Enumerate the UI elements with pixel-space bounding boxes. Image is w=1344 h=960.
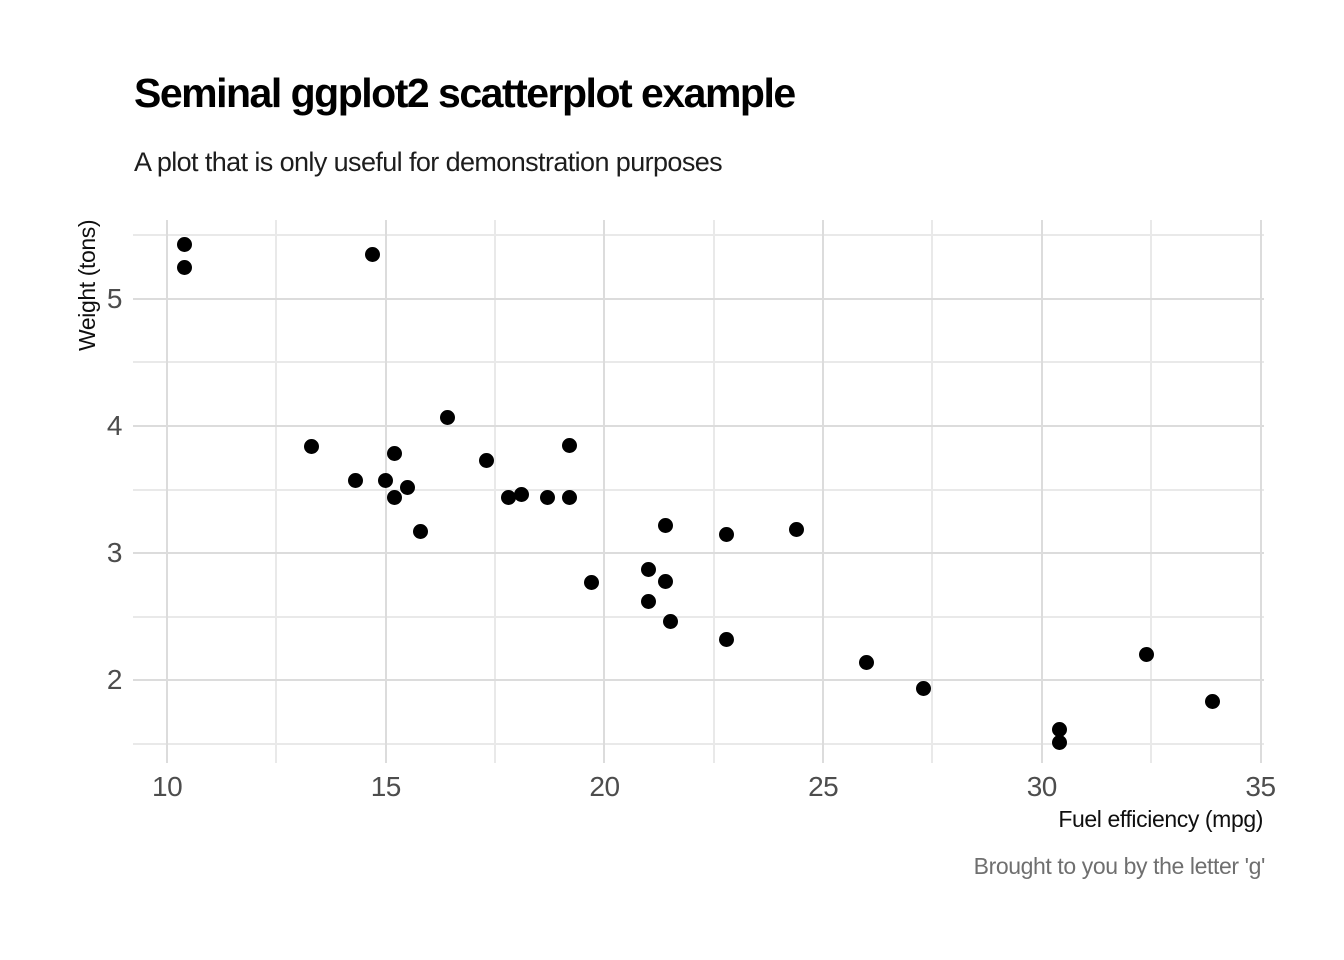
x-tick-label: 35 (1245, 771, 1276, 802)
x-tick-label: 30 (1026, 771, 1058, 802)
data-point (413, 524, 429, 540)
data-point (658, 573, 674, 589)
data-point (500, 489, 516, 505)
data-point (400, 479, 416, 495)
x-minor-gridline (1150, 220, 1153, 763)
x-minor-gridline (712, 220, 715, 763)
data-point (1204, 693, 1220, 709)
y-tick-label: 3 (106, 537, 123, 569)
data-point (583, 574, 599, 590)
y-major-gridline (133, 679, 1264, 682)
data-point (478, 452, 494, 468)
x-tick-label: 15 (370, 771, 402, 802)
data-point (640, 593, 656, 609)
y-tick-label: 2 (106, 664, 123, 696)
data-point (1051, 721, 1067, 737)
data-point (347, 473, 363, 489)
data-point (378, 473, 394, 489)
y-tick-label: 5 (106, 282, 123, 314)
y-axis-title: Weight (tons) (74, 219, 100, 351)
x-tick-label: 10 (152, 771, 183, 802)
x-major-gridline (384, 220, 387, 763)
plot-panel (133, 220, 1264, 763)
data-point (177, 259, 193, 275)
data-point (662, 613, 678, 629)
y-tick-label: 4 (106, 410, 123, 441)
data-point (719, 526, 735, 542)
x-tick-label: 20 (589, 771, 620, 802)
data-point (365, 247, 381, 263)
data-point (540, 489, 556, 505)
data-point (1139, 647, 1155, 663)
y-minor-gridline (133, 742, 1264, 745)
x-major-gridline (603, 220, 606, 763)
plot-subtitle: A plot that is only useful for demonstra… (134, 147, 723, 177)
data-point (916, 681, 932, 697)
x-major-gridline (1259, 220, 1262, 763)
data-point (640, 561, 656, 577)
x-minor-gridline (494, 220, 497, 763)
data-point (859, 655, 875, 671)
plot-title: Seminal ggplot2 scatterplot example (134, 70, 796, 116)
data-point (177, 237, 193, 253)
x-major-gridline (822, 220, 825, 763)
y-minor-gridline (133, 615, 1264, 618)
x-axis-title: Fuel efficiency (mpg) (1058, 806, 1263, 832)
data-point (387, 490, 403, 506)
x-major-gridline (1040, 220, 1043, 763)
y-minor-gridline (133, 361, 1264, 364)
data-point (387, 446, 403, 462)
data-point (719, 632, 735, 648)
x-tick-label: 25 (808, 771, 839, 802)
data-point (513, 487, 529, 503)
data-point (658, 518, 674, 534)
y-minor-gridline (133, 488, 1264, 491)
y-major-gridline (133, 297, 1264, 300)
x-minor-gridline (931, 220, 934, 763)
y-minor-gridline (133, 234, 1264, 237)
x-major-gridline (166, 220, 169, 763)
data-point (1051, 734, 1067, 750)
data-point (561, 438, 577, 454)
y-major-gridline (133, 425, 1264, 427)
data-point (789, 521, 805, 537)
plot-caption: Brought to you by the letter 'g' (973, 853, 1266, 879)
y-major-gridline (133, 552, 1264, 555)
data-point (303, 438, 319, 454)
data-point (439, 409, 455, 425)
data-point (561, 489, 577, 505)
x-minor-gridline (275, 220, 278, 763)
